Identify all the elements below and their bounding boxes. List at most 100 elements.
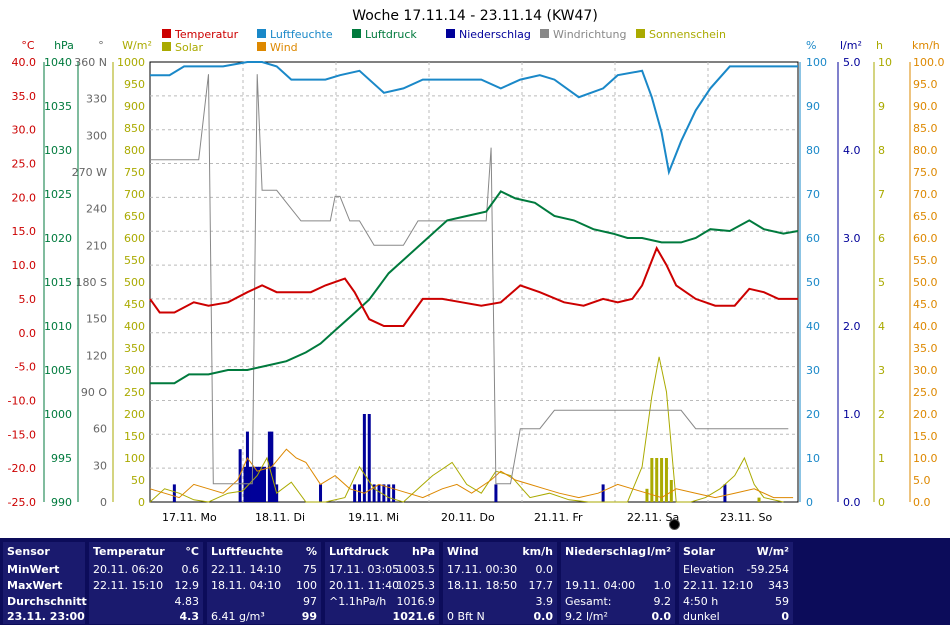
tick-label-wind: 65.0 [913, 210, 938, 223]
tick-label-wind: 40.0 [913, 320, 938, 333]
tick-label-solar: 0 [138, 496, 145, 509]
sunshine-bar [757, 497, 761, 502]
tick-label-sun: 2 [878, 408, 885, 421]
tick-label-solar: 800 [124, 144, 145, 157]
stats-row-label: 19.11. 04:00 [565, 579, 636, 592]
stats-row-label: ^1.1hPa/h [329, 595, 387, 608]
stats-sensor-title: Sensor [7, 545, 50, 558]
stats-row-label: Elevation [683, 563, 735, 576]
precip-bar [245, 431, 249, 502]
precip-bar [387, 484, 391, 502]
axis-unit-press: hPa [54, 39, 74, 52]
precip-bar [382, 484, 386, 502]
tick-label-sun: 9 [878, 100, 885, 113]
tick-label-wind: 10.0 [913, 452, 938, 465]
tick-label-hum: 10 [806, 452, 820, 465]
legend-label: Temperatur [174, 28, 239, 41]
tick-label-sun: 8 [878, 144, 885, 157]
precip-bar [358, 484, 362, 502]
stats-row-value: 0.0 [533, 610, 554, 623]
tick-label-rain: 5.0 [843, 56, 861, 69]
tick-label-temp: 40.0 [12, 56, 37, 69]
tick-label-temp: -20.0 [8, 462, 36, 475]
legend-label: Luftdruck [365, 28, 417, 41]
tick-label-solar: 300 [124, 364, 145, 377]
stats-row: 22.11. 14:10 75 [211, 563, 317, 577]
weather-chart: -25.0-20.0-15.0-10.0-5.00.05.010.015.020… [8, 8, 945, 524]
stats-header: Solar W/m² [683, 545, 789, 559]
tick-label-solar: 350 [124, 342, 145, 355]
legend: Temperatur Luftfeuchte Luftdruck Niederschl… [162, 28, 726, 54]
precip-bar [723, 484, 727, 502]
tick-label-winddir: 90 O [81, 386, 107, 399]
legend-swatch [540, 29, 549, 38]
stats-row: 9.2 l/m² 0.0 [565, 610, 671, 624]
stats-row: dunkel 0 [683, 610, 789, 624]
stats-row: 17.11. 03:05 1003.5 [329, 563, 435, 577]
tick-label-hum: 90 [806, 100, 820, 113]
x-tick-label: 17.11. Mo [162, 511, 217, 524]
stats-row-value: 1.0 [653, 579, 672, 592]
legend-label: Wind [270, 41, 298, 54]
tick-label-winddir: 120 [86, 349, 107, 362]
stats-panel-luftfeuchte: Luftfeuchte% 22.11. 14:10 75 18.11. 04:10 10… [207, 542, 321, 624]
stats-title: Solar [683, 545, 716, 558]
stats-row-value: 1021.6 [392, 610, 435, 623]
stats-row: 0 Bft N 0.0 [447, 610, 553, 624]
legend-label: Sonnenschein [649, 28, 726, 41]
series-line-luftfeuchte [150, 61, 798, 176]
stats-row-label: 4:50 h [683, 595, 719, 608]
stats-title: Luftdruck [329, 545, 389, 558]
stats-unit: W/m² [756, 545, 789, 558]
stats-row-label: 6.41 g/m³ [211, 610, 265, 623]
series-line-temperatur [149, 245, 798, 327]
stats-row-value: 0.0 [535, 563, 554, 576]
stats-header: Luftfeuchte% [211, 545, 317, 559]
stats-row-label: 9.2 l/m² [565, 610, 608, 623]
tick-label-hum: 0 [806, 496, 813, 509]
tick-label-hum: 30 [806, 364, 820, 377]
tick-label-wind: 75.0 [913, 166, 938, 179]
stats-row: 6.41 g/m³ 99 [211, 610, 317, 624]
tick-label-press: 995 [51, 452, 72, 465]
tick-label-solar: 600 [124, 232, 145, 245]
stats-label-max: MaxWert [7, 579, 63, 592]
tick-label-winddir: 150 [86, 313, 107, 326]
x-tick-label: 19.11. Mi [348, 511, 399, 524]
stats-row-value: 4.3 [179, 610, 200, 623]
stats-row-label: 22.11. 14:10 [211, 563, 282, 576]
tick-label-press: 1015 [44, 276, 72, 289]
precip-bar [494, 484, 498, 502]
tick-label-solar: 950 [124, 78, 145, 91]
stats-table: Sensor MinWert MaxWert Durchschnitt 23.1… [0, 538, 950, 625]
precip-bar [262, 466, 266, 502]
axis-unit-rain: l/m² [840, 39, 862, 52]
legend-swatch [162, 42, 171, 51]
tick-label-sun: 3 [878, 364, 885, 377]
stats-title: Wind [447, 545, 479, 558]
legend-swatch [352, 29, 361, 38]
tick-label-solar: 50 [131, 474, 145, 487]
stats-row: 18.11. 18:50 17.7 [447, 579, 553, 593]
stats-row-label: 18.11. 18:50 [447, 579, 518, 592]
stats-row-value: 0 [781, 610, 789, 623]
legend-label: Windrichtung [553, 28, 626, 41]
legend-swatch [636, 29, 645, 38]
stats-row-label: 0 Bft N [447, 610, 485, 623]
sunshine-bar [655, 458, 659, 502]
tick-label-sun: 1 [878, 452, 885, 465]
tick-label-temp: 5.0 [19, 293, 37, 306]
tick-label-press: 1020 [44, 232, 72, 245]
tick-label-wind: 70.0 [913, 188, 938, 201]
legend-swatch [446, 29, 455, 38]
precip-bar [392, 484, 396, 502]
precip-bar [372, 484, 376, 502]
tick-label-winddir: 180 S [76, 276, 107, 289]
sunshine-bar [660, 458, 664, 502]
series-line-wind [149, 448, 794, 499]
tick-label-temp: 35.0 [12, 90, 37, 103]
stats-row-value: 1016.9 [396, 595, 436, 608]
tick-label-wind: 90.0 [913, 100, 938, 113]
stats-row: 19.11. 04:00 1.0 [565, 579, 671, 593]
tick-label-temp: -10.0 [8, 394, 36, 407]
